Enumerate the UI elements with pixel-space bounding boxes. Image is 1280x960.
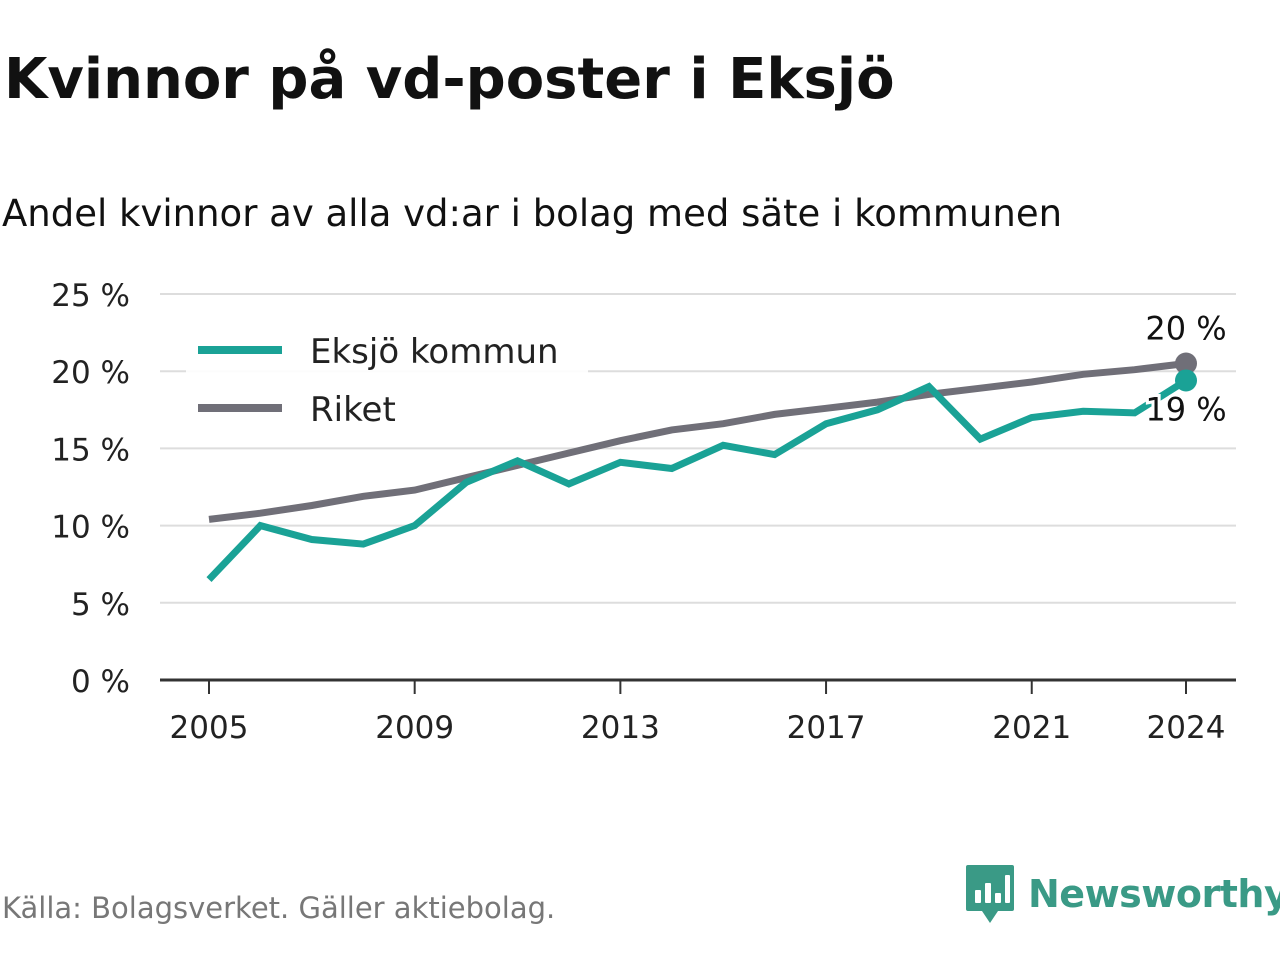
x-tick-label: 2021 — [992, 710, 1071, 746]
series-line-eksjo-kommun — [206, 377, 1188, 583]
legend: Eksjö kommun Riket — [186, 320, 588, 444]
x-tick-label: 2013 — [581, 710, 660, 746]
brand-logo: Newsworthy — [964, 862, 1280, 926]
x-tick-label: 2009 — [375, 710, 454, 746]
end-labels: 20 % 19 % — [1142, 309, 1229, 431]
end-label-riket: 20 % — [1145, 309, 1226, 347]
y-tick-label: 10 % — [51, 510, 130, 546]
chart-title: Kvinnor på vd-poster i Eksjö — [4, 47, 895, 112]
y-tick-label: 25 % — [51, 278, 130, 314]
end-label-eksjo: 19 % — [1145, 390, 1226, 428]
x-tick-label: 2005 — [170, 710, 249, 746]
source-note: Källa: Bolagsverket. Gäller aktiebolag. — [2, 891, 556, 925]
series-line-riket — [208, 360, 1187, 523]
x-axis: 2005 2009 2013 2017 2021 2024 — [160, 678, 1236, 746]
legend-label: Eksjö kommun — [310, 332, 559, 372]
y-tick-label: 5 % — [71, 587, 130, 623]
legend-label: Riket — [310, 390, 396, 430]
series-endpoint — [1175, 352, 1197, 375]
brand-name: Newsworthy — [1028, 872, 1280, 916]
legend-background — [186, 320, 588, 444]
x-tick-label: 2017 — [787, 710, 866, 746]
y-tick-label: 15 % — [51, 432, 130, 468]
y-axis-ticks: 0 % 5 % 10 % 15 % 20 % 25 % — [51, 278, 130, 700]
chart-subtitle: Andel kvinnor av alla vd:ar i bolag med … — [2, 192, 1063, 235]
y-tick-label: 20 % — [51, 355, 130, 391]
x-tick-label: 2024 — [1147, 710, 1226, 746]
series-endpoint — [1175, 369, 1197, 392]
y-tick-label: 0 % — [71, 664, 130, 700]
series-lines — [206, 352, 1197, 583]
newsworthy-logo-icon — [966, 865, 1014, 923]
